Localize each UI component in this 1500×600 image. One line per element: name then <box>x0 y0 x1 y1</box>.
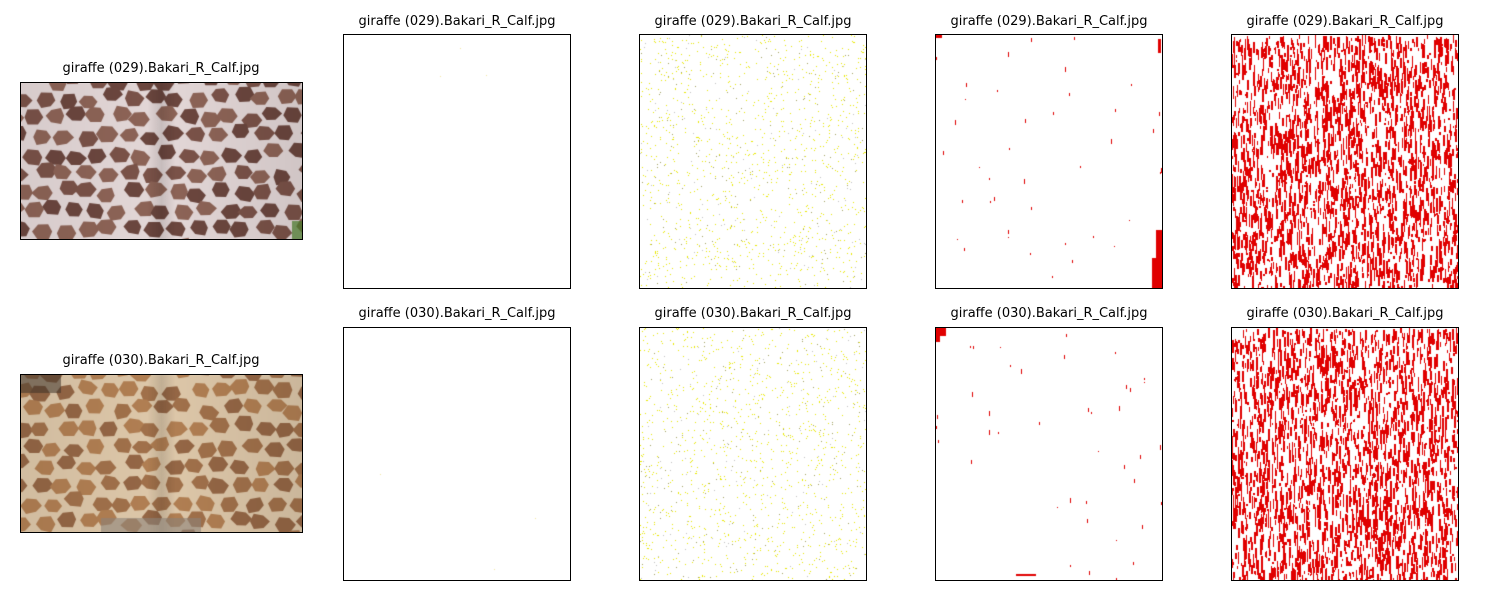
yellow-speckle-image <box>640 35 866 288</box>
panel-title-r2c4: giraffe (030).Bakari_R_Calf.jpg <box>950 306 1148 321</box>
blank-mask-panel <box>343 327 571 581</box>
red-sparse-image <box>936 328 1162 580</box>
yellow-speckle-image <box>640 328 866 580</box>
panel-title-r1c4: giraffe (029).Bakari_R_Calf.jpg <box>950 14 1148 29</box>
panel-title-r1c2: giraffe (029).Bakari_R_Calf.jpg <box>358 14 556 29</box>
panel-title-r1c3: giraffe (029).Bakari_R_Calf.jpg <box>654 14 852 29</box>
giraffe-photo-image <box>21 83 302 239</box>
red-sparse-image <box>936 35 1162 288</box>
giraffe-photo-panel <box>20 82 303 240</box>
red-sparse-panel <box>935 34 1163 289</box>
red-sparse-panel <box>935 327 1163 581</box>
red-dense-image <box>1232 35 1458 288</box>
panel-title-r2c1: giraffe (030).Bakari_R_Calf.jpg <box>62 353 260 368</box>
giraffe-photo-image <box>21 375 302 532</box>
red-dense-panel <box>1231 34 1459 289</box>
panel-title-r2c2: giraffe (030).Bakari_R_Calf.jpg <box>358 306 556 321</box>
yellow-speckle-panel <box>639 34 867 289</box>
blank-mask-image <box>344 328 570 580</box>
panel-title-r1c1: giraffe (029).Bakari_R_Calf.jpg <box>62 61 260 76</box>
red-dense-panel <box>1231 327 1459 581</box>
panel-title-r2c5: giraffe (030).Bakari_R_Calf.jpg <box>1246 306 1444 321</box>
panel-title-r2c3: giraffe (030).Bakari_R_Calf.jpg <box>654 306 852 321</box>
yellow-speckle-panel <box>639 327 867 581</box>
panel-title-r1c5: giraffe (029).Bakari_R_Calf.jpg <box>1246 14 1444 29</box>
giraffe-photo-panel <box>20 374 303 533</box>
red-dense-image <box>1232 328 1458 580</box>
blank-mask-image <box>344 35 570 288</box>
blank-mask-panel <box>343 34 571 289</box>
